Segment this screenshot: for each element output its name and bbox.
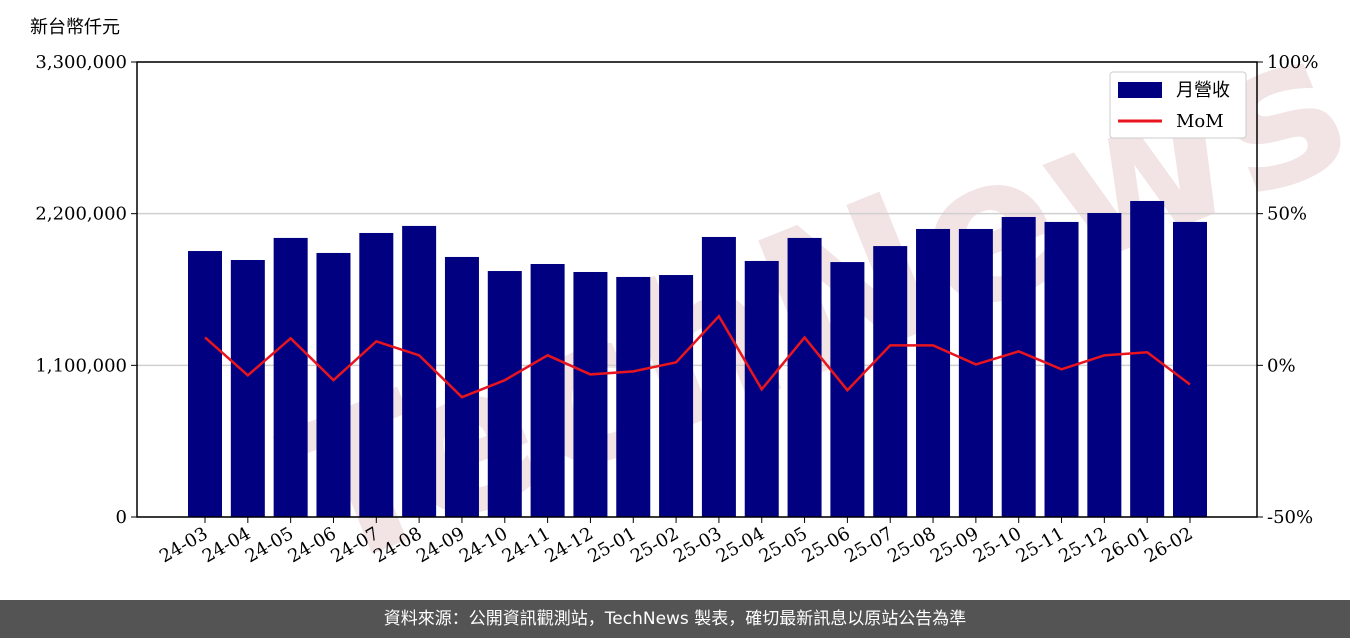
y-tick-label: 0 — [116, 507, 127, 528]
bar — [402, 225, 437, 518]
y2-tick-label: -50% — [1267, 507, 1313, 528]
x-tick-label: 25-09 — [927, 523, 982, 567]
x-tick-label: 25-01 — [584, 523, 639, 567]
bar — [958, 228, 993, 518]
bar — [916, 228, 951, 518]
bar — [316, 252, 351, 517]
x-tick-label: 24-05 — [242, 523, 297, 567]
bar — [1087, 212, 1122, 517]
x-tick-label: 25-05 — [756, 523, 811, 567]
y2-tick-label: 0% — [1267, 355, 1296, 376]
x-tick-label: 25-10 — [970, 523, 1025, 567]
x-tick-label: 24-03 — [156, 523, 211, 567]
x-tick-label: 25-12 — [1055, 523, 1110, 567]
bar — [487, 271, 522, 517]
bar — [1130, 200, 1165, 517]
x-tick-label: 25-08 — [884, 523, 939, 567]
bar — [787, 237, 822, 517]
legend-label: MoM — [1176, 111, 1224, 132]
bar — [530, 263, 565, 517]
plot-frame — [136, 61, 1258, 518]
x-tick-label: 25-07 — [841, 523, 896, 567]
bar — [1001, 216, 1036, 517]
bar — [659, 275, 694, 517]
line — [204, 314, 1191, 399]
y-tick-label: 1,100,000 — [35, 355, 127, 376]
x-tick-label: 25-02 — [627, 523, 682, 567]
bar — [701, 236, 736, 517]
x-tick-label: 26-02 — [1141, 523, 1196, 567]
x-tick-label: 25-06 — [798, 523, 853, 567]
x-tick-label: 26-01 — [1098, 523, 1153, 567]
x-tick-label: 25-03 — [670, 523, 725, 567]
legend-label: 月營收 — [1176, 80, 1230, 101]
bar — [188, 251, 222, 518]
bar — [1173, 221, 1207, 517]
y-tick-label: 2,200,000 — [35, 204, 127, 225]
x-tick-label: 24-04 — [199, 523, 254, 567]
bar — [230, 259, 265, 517]
legend-swatch — [1118, 82, 1162, 98]
y2-tick-label: 50% — [1267, 204, 1307, 225]
y2-tick-label: 100% — [1267, 52, 1318, 73]
bar — [616, 276, 651, 517]
bar — [873, 246, 908, 517]
y-axis-title: 新台幣仟元 — [30, 17, 120, 38]
bar — [273, 237, 308, 517]
footer: 資料來源：公開資訊觀測站，TechNews 製表，確切最新訊息以原站公告為準 — [0, 600, 1350, 638]
x-tick-label: 25-11 — [1013, 523, 1068, 567]
x-tick-label: 25-04 — [713, 523, 768, 567]
chart: TechNews 新台幣仟元 01,100,0002,200,0003,300,… — [30, 0, 1350, 600]
bar — [573, 271, 608, 517]
y-tick-label: 3,300,000 — [35, 52, 127, 73]
bar — [359, 232, 394, 517]
